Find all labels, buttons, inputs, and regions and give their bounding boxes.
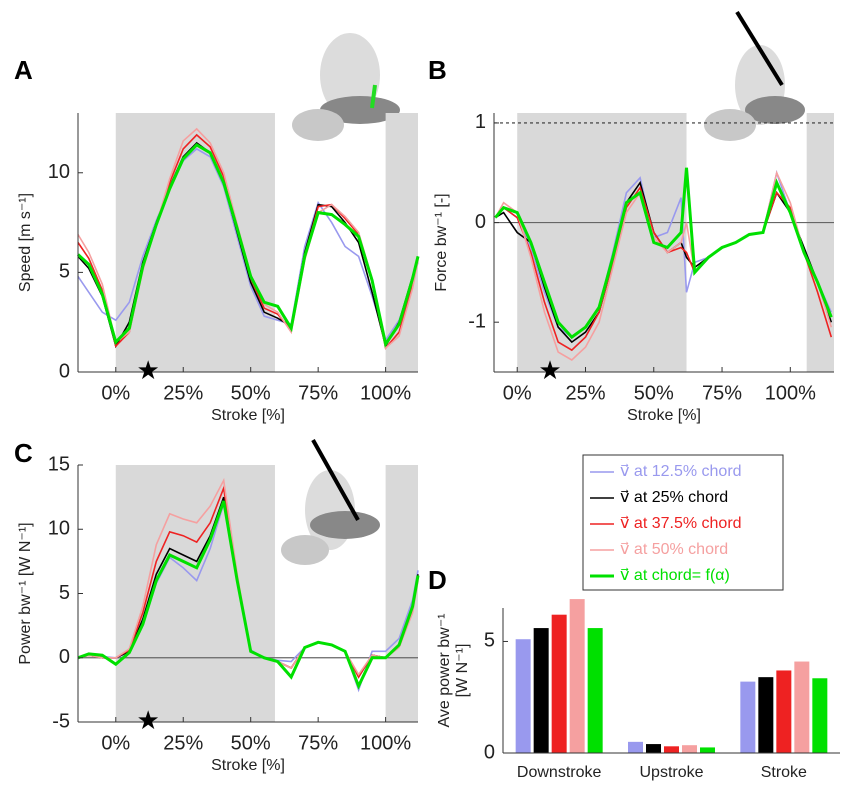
star-marker: ★: [137, 705, 160, 735]
shaded-region: [115, 113, 275, 372]
bar: [812, 678, 828, 753]
x-tick-label: 50%: [231, 732, 271, 754]
legend-label: v⃗ at chord= f(α): [620, 567, 730, 584]
y-tick-label: 15: [48, 453, 70, 475]
x-tick-label: 25%: [565, 382, 605, 404]
star-marker: ★: [538, 355, 561, 385]
bar: [776, 670, 792, 753]
legend-label: v⃗ at 12.5% chord: [620, 463, 742, 480]
series-line: [494, 167, 833, 340]
panel-label: C: [14, 438, 33, 468]
y-tick-label: 0: [475, 211, 486, 233]
y-axis-label: Ave power bw⁻¹: [436, 614, 453, 728]
series-line: [77, 147, 419, 342]
bar: [682, 745, 697, 753]
x-axis-label: Stroke [%]: [211, 407, 285, 424]
x-tick-label: 0%: [101, 382, 130, 404]
bar: [664, 746, 679, 753]
y-tick-label: 0: [484, 741, 495, 763]
y-tick-label: -1: [468, 310, 486, 332]
x-axis-label: Stroke [%]: [627, 407, 701, 424]
bar: [646, 744, 661, 753]
x-tick-label: 100%: [360, 382, 411, 404]
x-tick-label: Downstroke: [517, 764, 602, 781]
star-marker: ★: [137, 355, 160, 385]
x-tick-label: 75%: [702, 382, 742, 404]
bar: [533, 628, 549, 753]
shaded-region: [385, 465, 418, 722]
bar: [794, 661, 810, 753]
y-tick-label: -5: [52, 710, 70, 732]
legend-label: v⃗ at 37.5% chord: [620, 515, 742, 532]
y-tick-label: 5: [59, 261, 70, 283]
bar: [551, 614, 567, 753]
bar: [569, 599, 585, 753]
y-tick-label: 5: [59, 582, 70, 604]
panel-label: B: [428, 55, 447, 85]
series-line: [76, 143, 420, 348]
x-tick-label: 50%: [634, 382, 674, 404]
y-tick-label: 5: [484, 630, 495, 652]
y-axis-label: Force bw⁻¹ [-]: [433, 193, 450, 291]
x-tick-label: 0%: [503, 382, 532, 404]
bar: [628, 741, 643, 753]
bar: [515, 639, 531, 753]
x-tick-label: 75%: [298, 382, 338, 404]
bird-illustration: [281, 10, 805, 565]
bar: [740, 681, 756, 753]
x-tick-label: 25%: [163, 382, 203, 404]
x-tick-label: 100%: [765, 382, 816, 404]
x-tick-label: 100%: [360, 732, 411, 754]
bar: [700, 747, 715, 753]
x-tick-label: Stroke: [761, 764, 807, 781]
legend-label: v⃗ at 25% chord: [620, 489, 728, 506]
x-tick-label: 0%: [101, 732, 130, 754]
x-tick-label: 75%: [298, 732, 338, 754]
y-axis-label: [W N⁻¹]: [454, 644, 471, 698]
legend-box: [582, 454, 784, 591]
y-tick-label: 0: [59, 360, 70, 382]
series-line: [77, 500, 420, 690]
shaded-region: [115, 465, 275, 722]
bar: [587, 628, 603, 753]
y-axis-label: Power bw⁻¹ [W N⁻¹]: [17, 522, 34, 664]
bar: [758, 677, 774, 753]
y-axis-label: Speed [m s⁻¹]: [17, 193, 34, 292]
x-tick-label: 25%: [163, 732, 203, 754]
x-tick-label: 50%: [231, 382, 271, 404]
y-tick-label: 10: [48, 161, 70, 183]
x-tick-label: Upstroke: [639, 764, 703, 781]
panel-label: D: [428, 565, 447, 595]
legend-label: v⃗ at 50% chord: [620, 541, 728, 558]
y-tick-label: 0: [59, 646, 70, 668]
series-line: [494, 170, 833, 361]
x-axis-label: Stroke [%]: [211, 757, 285, 774]
y-tick-label: 1: [475, 111, 486, 133]
y-tick-label: 10: [48, 518, 70, 540]
panel-label: A: [14, 55, 33, 85]
